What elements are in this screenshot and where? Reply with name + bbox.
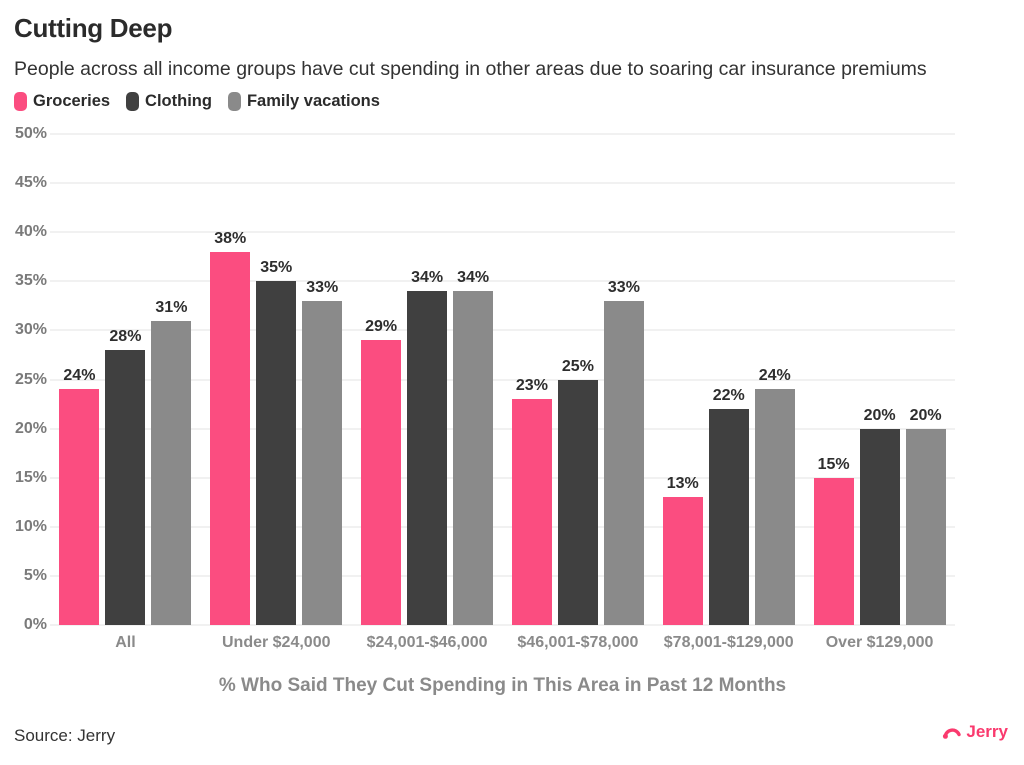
legend-swatch (14, 92, 27, 111)
x-axis-title: % Who Said They Cut Spending in This Are… (218, 675, 787, 696)
bar-value-label: 29% (365, 318, 398, 336)
bar-value-label: 23% (515, 377, 548, 395)
y-axis-tick-label: 45% (14, 174, 47, 192)
legend-swatch (126, 92, 140, 111)
gridline (50, 476, 955, 479)
bar-clothing: 34% (407, 269, 448, 625)
bar-groceries: 23% (511, 377, 552, 625)
bar-family-vacations: 31% (151, 299, 192, 625)
bar-family-vacations: 20% (905, 407, 946, 625)
x-axis-tick-label: Over $129,000 (825, 634, 934, 651)
bar-group: 29% 34% 34% (361, 269, 494, 625)
bar-value-label: 34% (411, 269, 444, 287)
y-axis-tick-label: 0% (23, 616, 47, 633)
legend-label: Clothing (145, 92, 212, 110)
gridline (50, 574, 955, 577)
y-axis-tick-label: 40% (14, 223, 47, 241)
x-axis-tick-label: $78,001-$129,000 (663, 634, 794, 651)
source-note: Source: Jerry (14, 726, 116, 745)
bar-value-label: 20% (909, 406, 942, 424)
gridline (50, 427, 955, 430)
y-axis-tick-label: 10% (14, 517, 47, 535)
bar-clothing: 28% (105, 328, 146, 625)
bar-value-label: 24% (758, 367, 791, 385)
gridline (50, 231, 955, 234)
bar-groceries: 29% (361, 318, 402, 625)
bar-group: 23% 25% 33% (511, 279, 644, 625)
bar-groceries: 13% (662, 475, 703, 625)
x-axis-tick-label: Under $24,000 (221, 634, 331, 651)
bar-group: 38% 35% 33% (210, 230, 343, 625)
bar-family-vacations: 33% (603, 279, 644, 625)
legend: Groceries Clothing Family vacations (14, 92, 380, 111)
bar-family-vacations: 33% (302, 279, 343, 625)
bar-groceries: 15% (813, 456, 854, 625)
bar-value-label: 13% (666, 475, 699, 493)
bar-value-label: 22% (712, 386, 745, 404)
bar-clothing: 35% (256, 259, 297, 625)
bar-group: 24% 28% 31% (59, 299, 192, 625)
chart-title: Cutting Deep (14, 13, 173, 43)
bar-value-label: 35% (260, 259, 293, 277)
bar-family-vacations: 34% (453, 269, 494, 625)
bar-value-label: 33% (306, 278, 339, 296)
gridline (50, 182, 955, 185)
x-axis-tick-label: All (115, 634, 136, 651)
bar-value-label: 15% (817, 455, 850, 473)
brand-name: Jerry (966, 722, 1008, 741)
y-axis-tick-label: 30% (14, 321, 47, 339)
bar-groceries: 38% (210, 230, 251, 625)
x-axis: All Under $24,000 $24,001-$46,000 $46,001-$… (50, 634, 955, 656)
gridline (50, 624, 955, 626)
bar-value-label: 20% (863, 406, 896, 424)
y-axis-tick-label: 35% (14, 272, 47, 290)
y-axis-tick-label: 25% (14, 370, 47, 388)
y-axis-tick-label: 5% (23, 566, 47, 584)
x-axis-tick-label: $46,001-$78,000 (517, 634, 639, 651)
bar-value-label: 38% (214, 229, 247, 247)
bar-clothing: 20% (859, 407, 900, 625)
y-axis-tick-label: 15% (14, 468, 47, 486)
legend-swatch (227, 92, 241, 111)
y-axis-tick-label: 20% (14, 419, 47, 437)
gridline (50, 525, 955, 528)
legend-item: Family vacations (227, 92, 380, 111)
bar-value-label: 25% (561, 357, 594, 375)
chart-subtitle: People across all income groups have cut… (14, 58, 927, 80)
y-axis: 0% 5% 10% 15% 20% 25% 30% 35% 40% 45% 50% (0, 126, 47, 633)
bar-value-label: 24% (63, 367, 96, 385)
brand-logo: Jerry (942, 722, 1008, 742)
bar-group: 15% 20% 20% (813, 407, 946, 625)
bar-clothing: 22% (708, 387, 749, 625)
gridline (50, 378, 955, 381)
bar-groceries: 24% (59, 367, 100, 625)
legend-label: Groceries (33, 92, 111, 110)
bar-value-label: 33% (607, 278, 640, 296)
x-axis-tick-label: $24,001-$46,000 (366, 634, 488, 651)
plot-area: 24% 28% 31% 38% 35% 33% 29% 34% 34% 23% 25% 33% 13% 2… (50, 133, 955, 626)
gridline (50, 280, 955, 283)
gridline (50, 329, 955, 332)
y-axis-tick-label: 50% (14, 125, 47, 142)
bar-value-label: 31% (155, 298, 188, 316)
legend-item: Clothing (126, 92, 212, 111)
gridline (50, 133, 955, 135)
bar-clothing: 25% (557, 358, 598, 625)
bar-group: 13% 22% 24% (662, 367, 795, 625)
legend-label: Family vacations (246, 92, 380, 110)
bar-value-label: 34% (457, 269, 490, 287)
legend-item: Groceries (14, 92, 110, 111)
bar-value-label: 28% (109, 328, 142, 346)
bar-family-vacations: 24% (754, 367, 795, 625)
jerry-arc-icon (943, 727, 962, 739)
